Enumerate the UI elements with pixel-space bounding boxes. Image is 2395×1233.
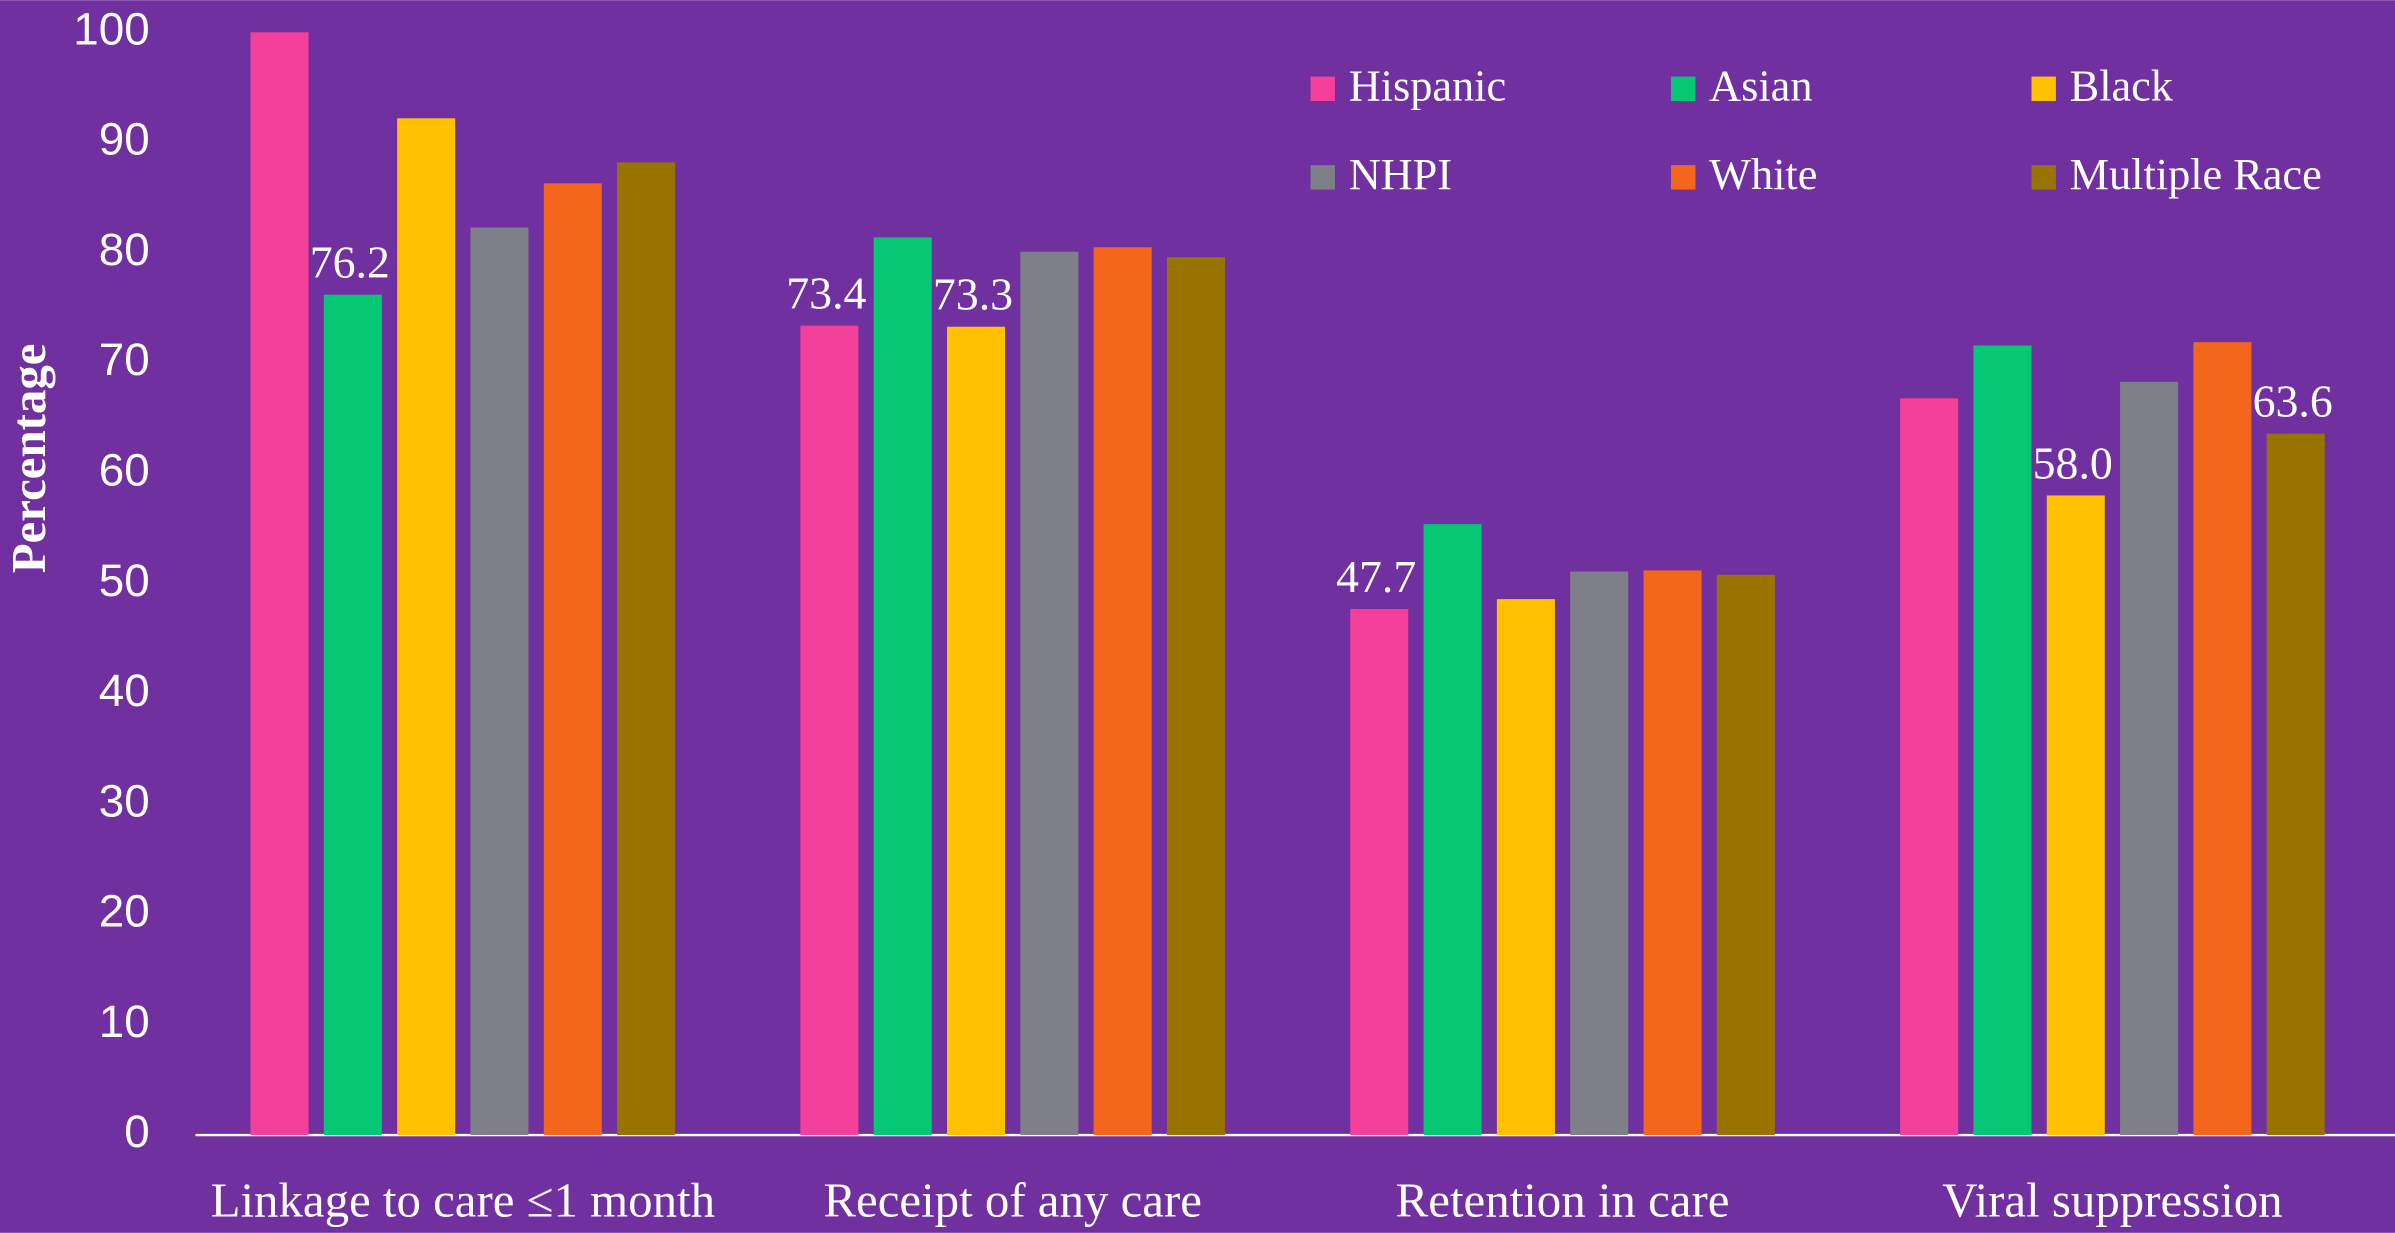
value-label: 76.2 — [310, 237, 390, 288]
bar — [1423, 524, 1482, 1136]
bar — [2120, 381, 2179, 1136]
bar — [1973, 345, 2032, 1136]
legend-swatch — [2031, 76, 2056, 101]
bar — [470, 227, 529, 1136]
y-tick-label: 50 — [99, 555, 150, 606]
legend-swatch — [1310, 165, 1335, 190]
value-label: 73.3 — [933, 269, 1013, 320]
y-tick-label: 20 — [99, 886, 150, 937]
bar — [1570, 571, 1629, 1136]
legend-swatch — [1671, 165, 1696, 190]
legend-swatch — [2031, 165, 2056, 190]
bar — [873, 237, 932, 1136]
x-tick-label: Viral suppression — [1942, 1173, 2282, 1228]
bar — [1496, 599, 1555, 1136]
bar — [2193, 342, 2252, 1136]
x-tick-label: Retention in care — [1396, 1173, 1730, 1228]
bar — [543, 183, 602, 1136]
y-tick-label: 90 — [99, 114, 150, 165]
bar — [1900, 398, 1959, 1136]
value-label: 58.0 — [2033, 437, 2113, 488]
legend-label: Asian — [1709, 61, 1812, 110]
legend-label: NHPI — [1349, 150, 1452, 199]
y-tick-label: 30 — [99, 775, 150, 826]
bar — [1093, 247, 1152, 1136]
y-tick-label: 60 — [99, 444, 150, 495]
value-label: 63.6 — [2253, 376, 2333, 427]
y-tick-label: 10 — [99, 996, 150, 1047]
bar — [947, 326, 1006, 1136]
legend-label: Black — [2070, 61, 2174, 110]
bar — [397, 118, 456, 1136]
legend-label: White — [1709, 150, 1817, 199]
bar — [1643, 570, 1702, 1136]
y-tick-label: 0 — [124, 1106, 149, 1157]
bar — [800, 325, 859, 1136]
bar — [1020, 251, 1079, 1136]
bar — [2046, 495, 2105, 1136]
y-tick-label: 100 — [73, 3, 149, 54]
bar — [1350, 609, 1409, 1136]
legend-swatch — [1310, 76, 1335, 101]
bar — [1166, 257, 1225, 1136]
y-tick-label: 80 — [99, 224, 150, 275]
legend-label: Hispanic — [1349, 61, 1506, 110]
legend-swatch — [1671, 76, 1696, 101]
bar — [2266, 433, 2325, 1136]
value-label: 73.4 — [786, 268, 866, 319]
y-tick-label: 70 — [99, 334, 150, 385]
legend-label: Multiple Race — [2070, 150, 2322, 199]
y-tick-label: 40 — [99, 665, 150, 716]
bar — [323, 294, 382, 1136]
bar — [250, 32, 309, 1136]
bar — [1716, 574, 1775, 1136]
x-tick-label: Receipt of any care — [823, 1173, 1201, 1228]
x-tick-label: Linkage to care ≤1 month — [211, 1173, 715, 1228]
y-axis-label: Percentage — [1, 344, 56, 574]
value-label: 47.7 — [1336, 551, 1416, 602]
bar — [617, 162, 676, 1136]
